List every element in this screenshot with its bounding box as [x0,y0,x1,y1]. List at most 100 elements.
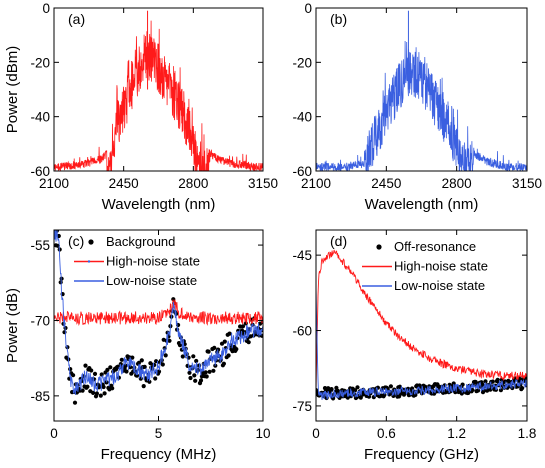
data-point [105,367,110,372]
data-point [141,384,146,389]
y-tick-label: -85 [30,389,50,404]
plot-area [52,223,263,405]
data-point [85,384,90,389]
plot-area [316,10,527,171]
legend-label: High-noise state [394,259,488,274]
y-tick-label: 0 [42,1,50,16]
data-point [153,376,158,381]
data-point [136,360,141,365]
data-point [139,358,144,363]
x-axis-label: Frequency (MHz) [101,446,217,463]
x-axis-label: Wavelength (nm) [102,196,216,213]
data-point [52,223,56,227]
x-tick-label: 3150 [512,176,542,191]
legend-marker [87,260,91,263]
x-tick-label: 2100 [301,176,331,191]
legend-marker [376,244,382,250]
data-point [156,369,162,374]
data-point [196,368,201,373]
panel-b: 2100 2450 2800 3150 0 -20 -40 -60 Wavelength (nm… [292,1,542,213]
data-point [246,340,251,345]
data-point [160,362,165,367]
panel-label: (a) [68,11,85,27]
y-tick-label: -70 [30,313,50,328]
data-point [520,386,525,391]
y-tick-label: -60 [292,164,312,179]
y-axis-label: Power (dBm) [4,46,21,134]
data-point [470,387,475,393]
y-tick-label: -60 [292,324,312,339]
x-axis-label: Frequency (GHz) [364,446,479,463]
data-point [71,373,76,378]
x-tick-label: 5 [155,426,163,441]
axes-frame [53,7,264,172]
y-tick-label: -55 [30,238,50,253]
data-point [203,370,208,375]
data-point [451,381,456,386]
x-tick-label: 1.8 [518,426,537,441]
data-point [331,396,336,401]
x-tick-label: 1.2 [447,426,466,441]
axes-frame [315,7,528,172]
data-point [128,365,133,370]
data-point [222,339,227,344]
data-point [495,377,500,382]
legend: Off-resonance High-noise state Low-noise s… [362,239,488,293]
data-point [240,324,246,329]
data-point [94,391,99,396]
data-point [334,385,339,390]
data-point [483,379,488,384]
data-point [167,338,172,343]
x-tick-label: 0 [312,426,320,441]
data-point [329,387,334,392]
data-point [191,354,196,359]
data-point [89,368,94,373]
data-point [207,369,212,374]
high-noise-state-line [54,299,263,327]
data-point [506,378,511,383]
data-point [227,331,232,336]
data-point [98,393,103,398]
y-tick-label: 0 [304,1,312,16]
y-tick-label: -40 [30,110,50,125]
data-point [473,379,478,385]
y-tick-label: -75 [292,399,312,414]
data-point [101,384,106,390]
data-point [130,355,135,360]
data-point [187,370,192,375]
data-point [177,343,183,348]
data-point [490,379,495,384]
data-point [83,363,88,368]
x-tick-label: 2100 [39,176,69,191]
data-point [212,345,217,350]
plot-area [54,10,263,171]
legend: Background High-noise state Low-noise stat… [74,234,200,288]
legend-label: Off-resonance [394,239,476,254]
data-point [80,388,85,393]
data-point [186,355,191,360]
plot-area [316,249,527,401]
y-tick-label: -40 [292,110,312,125]
data-point [206,349,211,354]
high-noise-state-line [316,249,527,393]
data-point [108,365,113,370]
data-point [62,330,67,335]
data-point [198,378,204,383]
panel-c: 0 5 10 -55 -70 -85 Frequency (MHz) Power (dB) (c… [4,223,271,463]
data-point [192,373,197,378]
data-point [58,280,63,285]
legend-label: Low-noise state [106,273,197,288]
data-point [234,347,239,352]
legend-label: High-noise state [106,254,200,269]
data-point [110,386,115,391]
data-point [498,388,503,393]
panel-label: (b) [330,11,347,27]
y-tick-label: -20 [30,55,50,70]
y-axis-label: Power (dB) [4,288,21,363]
legend-label: Background [106,234,175,249]
data-point [142,364,147,369]
low-noise-state-line [316,286,527,400]
data-point [147,379,152,384]
x-tick-label: 2800 [178,176,208,191]
data-point [163,353,168,358]
